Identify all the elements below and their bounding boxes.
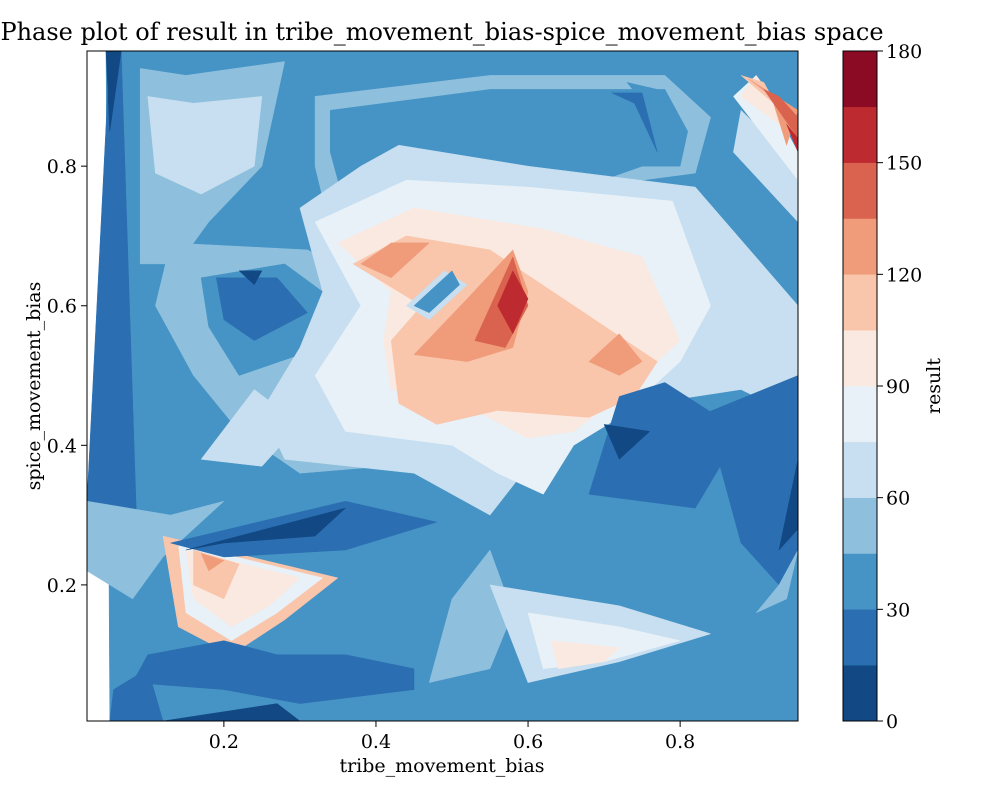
y-tick-label: 0.4 bbox=[47, 435, 77, 457]
colorbar-band-7 bbox=[842, 274, 878, 331]
colorbar-tick-label: 120 bbox=[886, 264, 922, 286]
contour-region-level-4 bbox=[147, 96, 263, 195]
contour-region-level-0 bbox=[185, 507, 346, 551]
y-tick-label: 0.2 bbox=[47, 575, 77, 597]
colorbar-band-5 bbox=[842, 385, 878, 443]
y-axis: 0.2 0.4 0.6 0.8 bbox=[47, 156, 87, 597]
contour-fill-layer bbox=[87, 51, 798, 721]
colorbar-band-8 bbox=[842, 218, 878, 275]
contour-region-level-8 bbox=[360, 242, 430, 279]
contour-region-level-3 bbox=[428, 549, 514, 683]
y-axis-label: spice_movement_bias bbox=[23, 282, 45, 491]
contour-region-level-0 bbox=[162, 703, 301, 721]
contour-region-level-9 bbox=[763, 88, 798, 139]
colorbar-band-1 bbox=[842, 609, 878, 666]
contour-region-level-0 bbox=[105, 51, 122, 132]
contour-region-level-0 bbox=[778, 459, 798, 551]
colorbar: 0 30 60 90 120 150 180 bbox=[842, 41, 922, 733]
colorbar-tick-label: 30 bbox=[886, 599, 910, 621]
colorbar-band-11 bbox=[842, 50, 878, 108]
colorbar-band-9 bbox=[842, 162, 878, 219]
colorbar-band-6 bbox=[842, 329, 878, 387]
contour-region-level-8 bbox=[588, 333, 643, 376]
colorbar-band-4 bbox=[842, 441, 878, 498]
contour-region-level-0 bbox=[603, 424, 651, 460]
y-tick-label: 0.8 bbox=[47, 156, 77, 178]
colorbar-band-10 bbox=[842, 106, 878, 163]
colorbar-band-2 bbox=[842, 553, 878, 610]
contour-region-level-0 bbox=[238, 270, 263, 286]
x-tick-label: 0.2 bbox=[209, 731, 239, 753]
contour-region-level-2 bbox=[413, 270, 460, 313]
x-tick-label: 0.8 bbox=[665, 731, 695, 753]
contour-region-level-3 bbox=[87, 500, 225, 600]
x-axis: 0.2 0.4 0.6 0.8 bbox=[209, 721, 695, 753]
x-tick-label: 0.4 bbox=[361, 731, 391, 753]
colorbar-tick-label: 150 bbox=[886, 153, 922, 175]
colorbar-label: result bbox=[923, 358, 945, 414]
plot-frame bbox=[86, 50, 799, 722]
contour-region-level-1 bbox=[611, 92, 658, 153]
contour-region-level-1 bbox=[588, 382, 742, 509]
contour-region-level-10 bbox=[497, 270, 529, 335]
contour-region-level-3 bbox=[756, 549, 798, 614]
y-tick-label: 0.6 bbox=[47, 296, 77, 318]
contour-region-level-6 bbox=[550, 640, 620, 669]
x-tick-label: 0.6 bbox=[513, 731, 543, 753]
colorbar-band-0 bbox=[842, 664, 878, 722]
colorbar-band-3 bbox=[842, 497, 878, 554]
contour-region-level-8 bbox=[200, 553, 225, 572]
colorbar-tick-label: 90 bbox=[886, 376, 910, 398]
contour-region-level-1 bbox=[132, 640, 415, 704]
chart-title: Phase plot of result in tribe_movement_b… bbox=[0, 18, 884, 46]
contour-region-level-10 bbox=[786, 124, 798, 153]
colorbar-tick-label: 180 bbox=[886, 41, 922, 63]
colorbar-tick-label: 0 bbox=[886, 711, 898, 733]
colorbar-tick-label: 60 bbox=[886, 488, 910, 510]
contour-region-level-1 bbox=[216, 277, 308, 341]
contour-region-level-4 bbox=[733, 109, 798, 223]
x-axis-label: tribe_movement_bias bbox=[339, 755, 544, 777]
